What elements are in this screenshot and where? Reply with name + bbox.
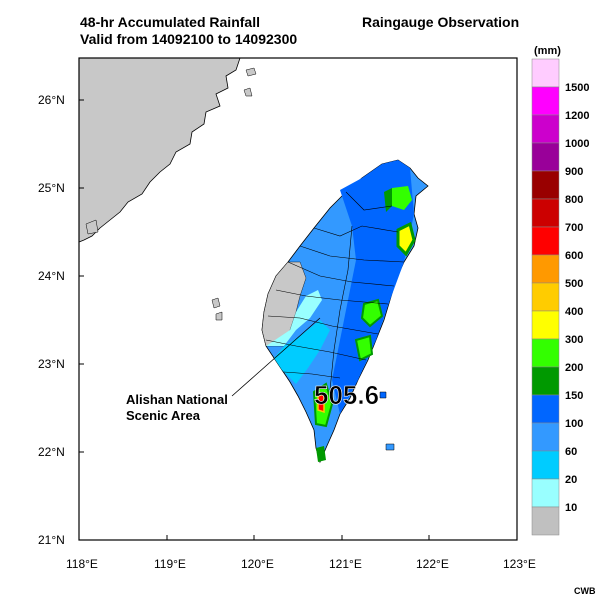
lon-label: 122°E <box>416 557 449 571</box>
legend-swatch <box>531 506 560 536</box>
legend-swatch <box>531 366 560 396</box>
legend-label: 1000 <box>565 138 589 150</box>
map-frame <box>78 57 518 541</box>
data-source-title: Raingauge Observation <box>362 14 520 30</box>
legend-swatch <box>531 58 560 88</box>
annotation-line-2: Scenic Area <box>126 408 201 423</box>
rain-300-yilan <box>396 221 416 257</box>
rain-200-east <box>360 298 384 328</box>
lon-label: 123°E <box>503 557 536 571</box>
lat-label: 21°N <box>38 533 65 547</box>
lon-label: 118°E <box>66 557 98 571</box>
lon-label: 121°E <box>329 557 362 571</box>
offshore-islands <box>211 297 395 451</box>
title-line-2: Valid from 14092100 to 14092300 <box>80 31 298 47</box>
legend: 1500 1200 1000 900 800 700 600 500 400 300 200 150 1… <box>531 58 589 536</box>
title-line-1: 48-hr Accumulated Rainfall <box>80 14 260 30</box>
legend-swatch <box>531 226 560 256</box>
legend-label: 100 <box>565 418 583 430</box>
rain-200-southeast <box>354 334 374 362</box>
legend-label: 600 <box>565 250 583 262</box>
taiwan-east-blue <box>332 160 414 414</box>
lat-label: 26°N <box>38 93 65 107</box>
legend-label: 1500 <box>565 82 589 94</box>
legend-label: 1200 <box>565 110 589 122</box>
legend-swatch <box>531 198 560 228</box>
legend-swatch <box>531 310 560 340</box>
longitude-labels: 118°E 119°E 120°E 121°E 122°E 123°E <box>66 557 536 571</box>
legend-swatch <box>531 338 560 368</box>
legend-swatch <box>531 394 560 424</box>
legend-label: 400 <box>565 306 583 318</box>
legend-swatch <box>531 86 560 116</box>
legend-swatch <box>531 142 560 172</box>
legend-swatch <box>531 422 560 452</box>
rain-south-tip <box>316 446 326 462</box>
legend-unit: (mm) <box>534 45 561 57</box>
coastal-island <box>245 67 257 77</box>
legend-swatch <box>531 170 560 200</box>
rain-peak-core <box>317 392 325 414</box>
legend-swatch <box>531 450 560 480</box>
legend-swatch <box>531 282 560 312</box>
legend-label: 20 <box>565 474 577 486</box>
legend-swatch <box>531 254 560 284</box>
legend-label: 200 <box>565 362 583 374</box>
axis-ticks <box>79 99 430 540</box>
legend-label: 10 <box>565 502 577 514</box>
map-title: 48-hr Accumulated Rainfall Valid from 14… <box>80 14 297 48</box>
china-coast-land <box>78 57 241 243</box>
legend-swatch <box>531 478 560 508</box>
legend-swatch <box>531 114 560 144</box>
lat-label: 23°N <box>38 357 65 371</box>
latitude-labels: 26°N 25°N 24°N 23°N 22°N 21°N <box>38 93 65 547</box>
credit-label: CWB <box>574 586 596 596</box>
legend-label: 500 <box>565 278 583 290</box>
max-rainfall-value: 505.6 <box>314 380 379 410</box>
lon-label: 120°E <box>241 557 274 571</box>
coastal-island <box>243 87 253 97</box>
coastal-island <box>85 219 99 235</box>
lat-label: 22°N <box>38 445 65 459</box>
rain-200-north <box>392 186 412 210</box>
annotation-leader-line <box>231 317 321 397</box>
legend-label: 300 <box>565 334 583 346</box>
lat-label: 24°N <box>38 269 65 283</box>
legend-label: 800 <box>565 194 583 206</box>
legend-label: 700 <box>565 222 583 234</box>
legend-label: 60 <box>565 446 577 458</box>
annotation-line-1: Alishan National <box>126 392 228 407</box>
lon-label: 119°E <box>154 557 186 571</box>
taiwan-west-plain-light <box>266 290 322 346</box>
legend-label: 900 <box>565 166 583 178</box>
taiwan-central-cyan <box>274 320 330 384</box>
lat-label: 25°N <box>38 181 65 195</box>
legend-label: 150 <box>565 390 583 402</box>
